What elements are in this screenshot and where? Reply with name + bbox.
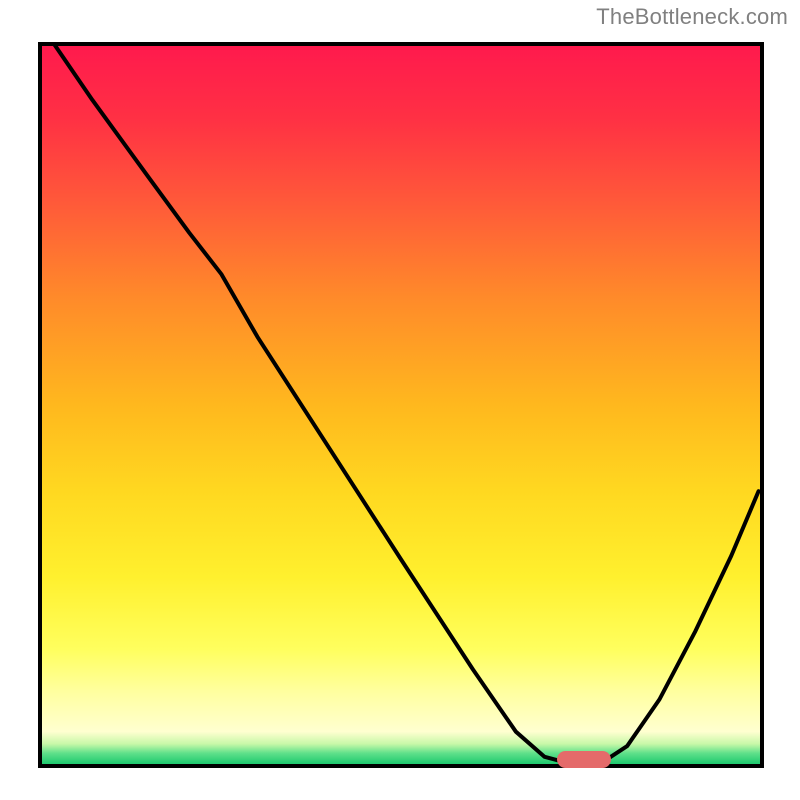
bottleneck-curve	[46, 46, 759, 763]
chart-plot-area	[38, 42, 764, 768]
optimal-marker	[557, 751, 611, 768]
watermark-text: TheBottleneck.com	[596, 4, 788, 30]
chart-curve-layer	[42, 46, 760, 764]
